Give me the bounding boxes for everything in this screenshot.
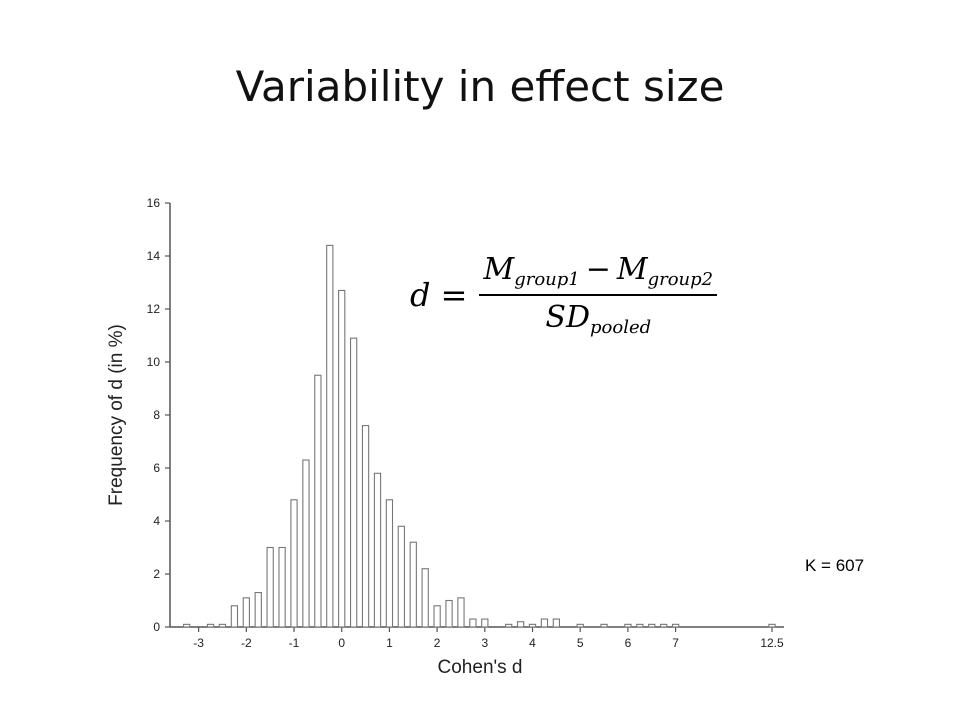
histogram-bar xyxy=(206,623,215,628)
histogram-bar xyxy=(278,546,286,628)
y-tick-label: 10 xyxy=(147,355,161,369)
histogram-bar xyxy=(254,591,262,628)
histogram-bar xyxy=(183,623,191,628)
histogram-chart: 0 2 4 6 8 10 12 14 16 -3 -2 -1 0 1 2 3 4 5 6 7 12.5 Cohen's d… xyxy=(100,185,800,685)
histogram-bar xyxy=(768,623,776,628)
histogram-bar xyxy=(242,597,250,628)
x-tick-label: -1 xyxy=(289,636,300,650)
y-tick-label: 12 xyxy=(147,302,161,316)
histogram-bar xyxy=(409,541,417,628)
x-tick-label: 12.5 xyxy=(760,636,784,650)
x-tick-label: 0 xyxy=(338,636,345,650)
x-tick-label: 2 xyxy=(434,636,441,650)
histogram-bar xyxy=(505,623,513,628)
x-tick-label: -2 xyxy=(241,636,252,650)
x-axis-label: Cohen's d xyxy=(438,657,523,678)
y-tick-label: 16 xyxy=(147,196,161,210)
histogram-bar xyxy=(445,599,453,628)
formula-lhs: d = xyxy=(410,276,467,314)
x-tick-label: -3 xyxy=(193,636,204,650)
x-tick-label: 7 xyxy=(672,636,679,650)
histogram-bar xyxy=(600,623,608,628)
histogram-bar xyxy=(397,525,405,628)
formula-fraction: Mgroup1− Mgroup2 SDpooled xyxy=(479,252,718,338)
histogram-bar xyxy=(326,244,334,628)
histogram-bar xyxy=(218,623,227,628)
formula-num-b-sub: group2 xyxy=(647,269,714,290)
histogram-bar xyxy=(266,546,274,628)
histogram-bar xyxy=(230,605,239,628)
histogram-bar xyxy=(373,472,382,628)
histogram-bar xyxy=(540,618,549,628)
y-axis-label: Frequency of d (in %) xyxy=(106,324,127,506)
histogram-bar xyxy=(624,623,632,628)
formula-numerator: Mgroup1− Mgroup2 xyxy=(479,252,717,294)
formula-den: SD xyxy=(545,300,591,335)
formula-num-b: M xyxy=(616,252,648,287)
y-tick-label: 0 xyxy=(153,620,160,634)
histogram-bar xyxy=(576,623,584,628)
y-tick-label: 2 xyxy=(153,567,160,581)
x-tick-label: 1 xyxy=(386,636,393,650)
y-tick-label: 4 xyxy=(153,514,160,528)
y-tick-label: 8 xyxy=(153,408,160,422)
histogram-bar xyxy=(314,374,322,628)
histogram-bar xyxy=(421,568,429,628)
histogram-bar xyxy=(385,499,394,628)
formula-den-sub: pooled xyxy=(590,317,652,338)
y-tick-label: 14 xyxy=(147,249,161,263)
histogram-bar xyxy=(457,597,465,628)
histogram-bar xyxy=(433,605,441,628)
x-tick-label: 5 xyxy=(577,636,584,650)
histogram-bar xyxy=(552,618,561,628)
histogram-bar xyxy=(338,289,346,628)
formula-minus: − xyxy=(585,252,611,287)
x-tick-label: 3 xyxy=(481,636,488,650)
formula-lhs-symbol: d xyxy=(410,276,431,314)
histogram-bar xyxy=(302,459,310,628)
formula-num-a: M xyxy=(483,252,515,287)
histogram-bar xyxy=(648,623,656,628)
formula-equals: = xyxy=(440,276,468,314)
formula-denominator: SDpooled xyxy=(545,296,651,338)
histogram-bar xyxy=(528,623,537,628)
x-tick-label: 4 xyxy=(529,636,536,650)
histogram-bar xyxy=(516,621,525,628)
y-tick-label: 6 xyxy=(153,461,160,475)
histogram-bar xyxy=(349,337,358,628)
cohens-d-formula: d = Mgroup1− Mgroup2 SDpooled xyxy=(410,245,718,345)
histogram-bar xyxy=(361,425,370,628)
histogram-bar xyxy=(660,623,668,628)
formula-fraction-bar xyxy=(479,294,718,296)
histogram-bar xyxy=(290,499,298,628)
slide-title: Variability in effect size xyxy=(235,62,725,111)
formula-num-a-sub: group1 xyxy=(514,269,580,290)
histogram-bar xyxy=(469,618,477,628)
histogram-bar xyxy=(671,623,680,628)
x-tick-label: 6 xyxy=(625,636,632,650)
sample-count-label: K = 607 xyxy=(805,556,865,575)
histogram-bar xyxy=(481,618,489,628)
histogram-bar xyxy=(636,623,644,628)
